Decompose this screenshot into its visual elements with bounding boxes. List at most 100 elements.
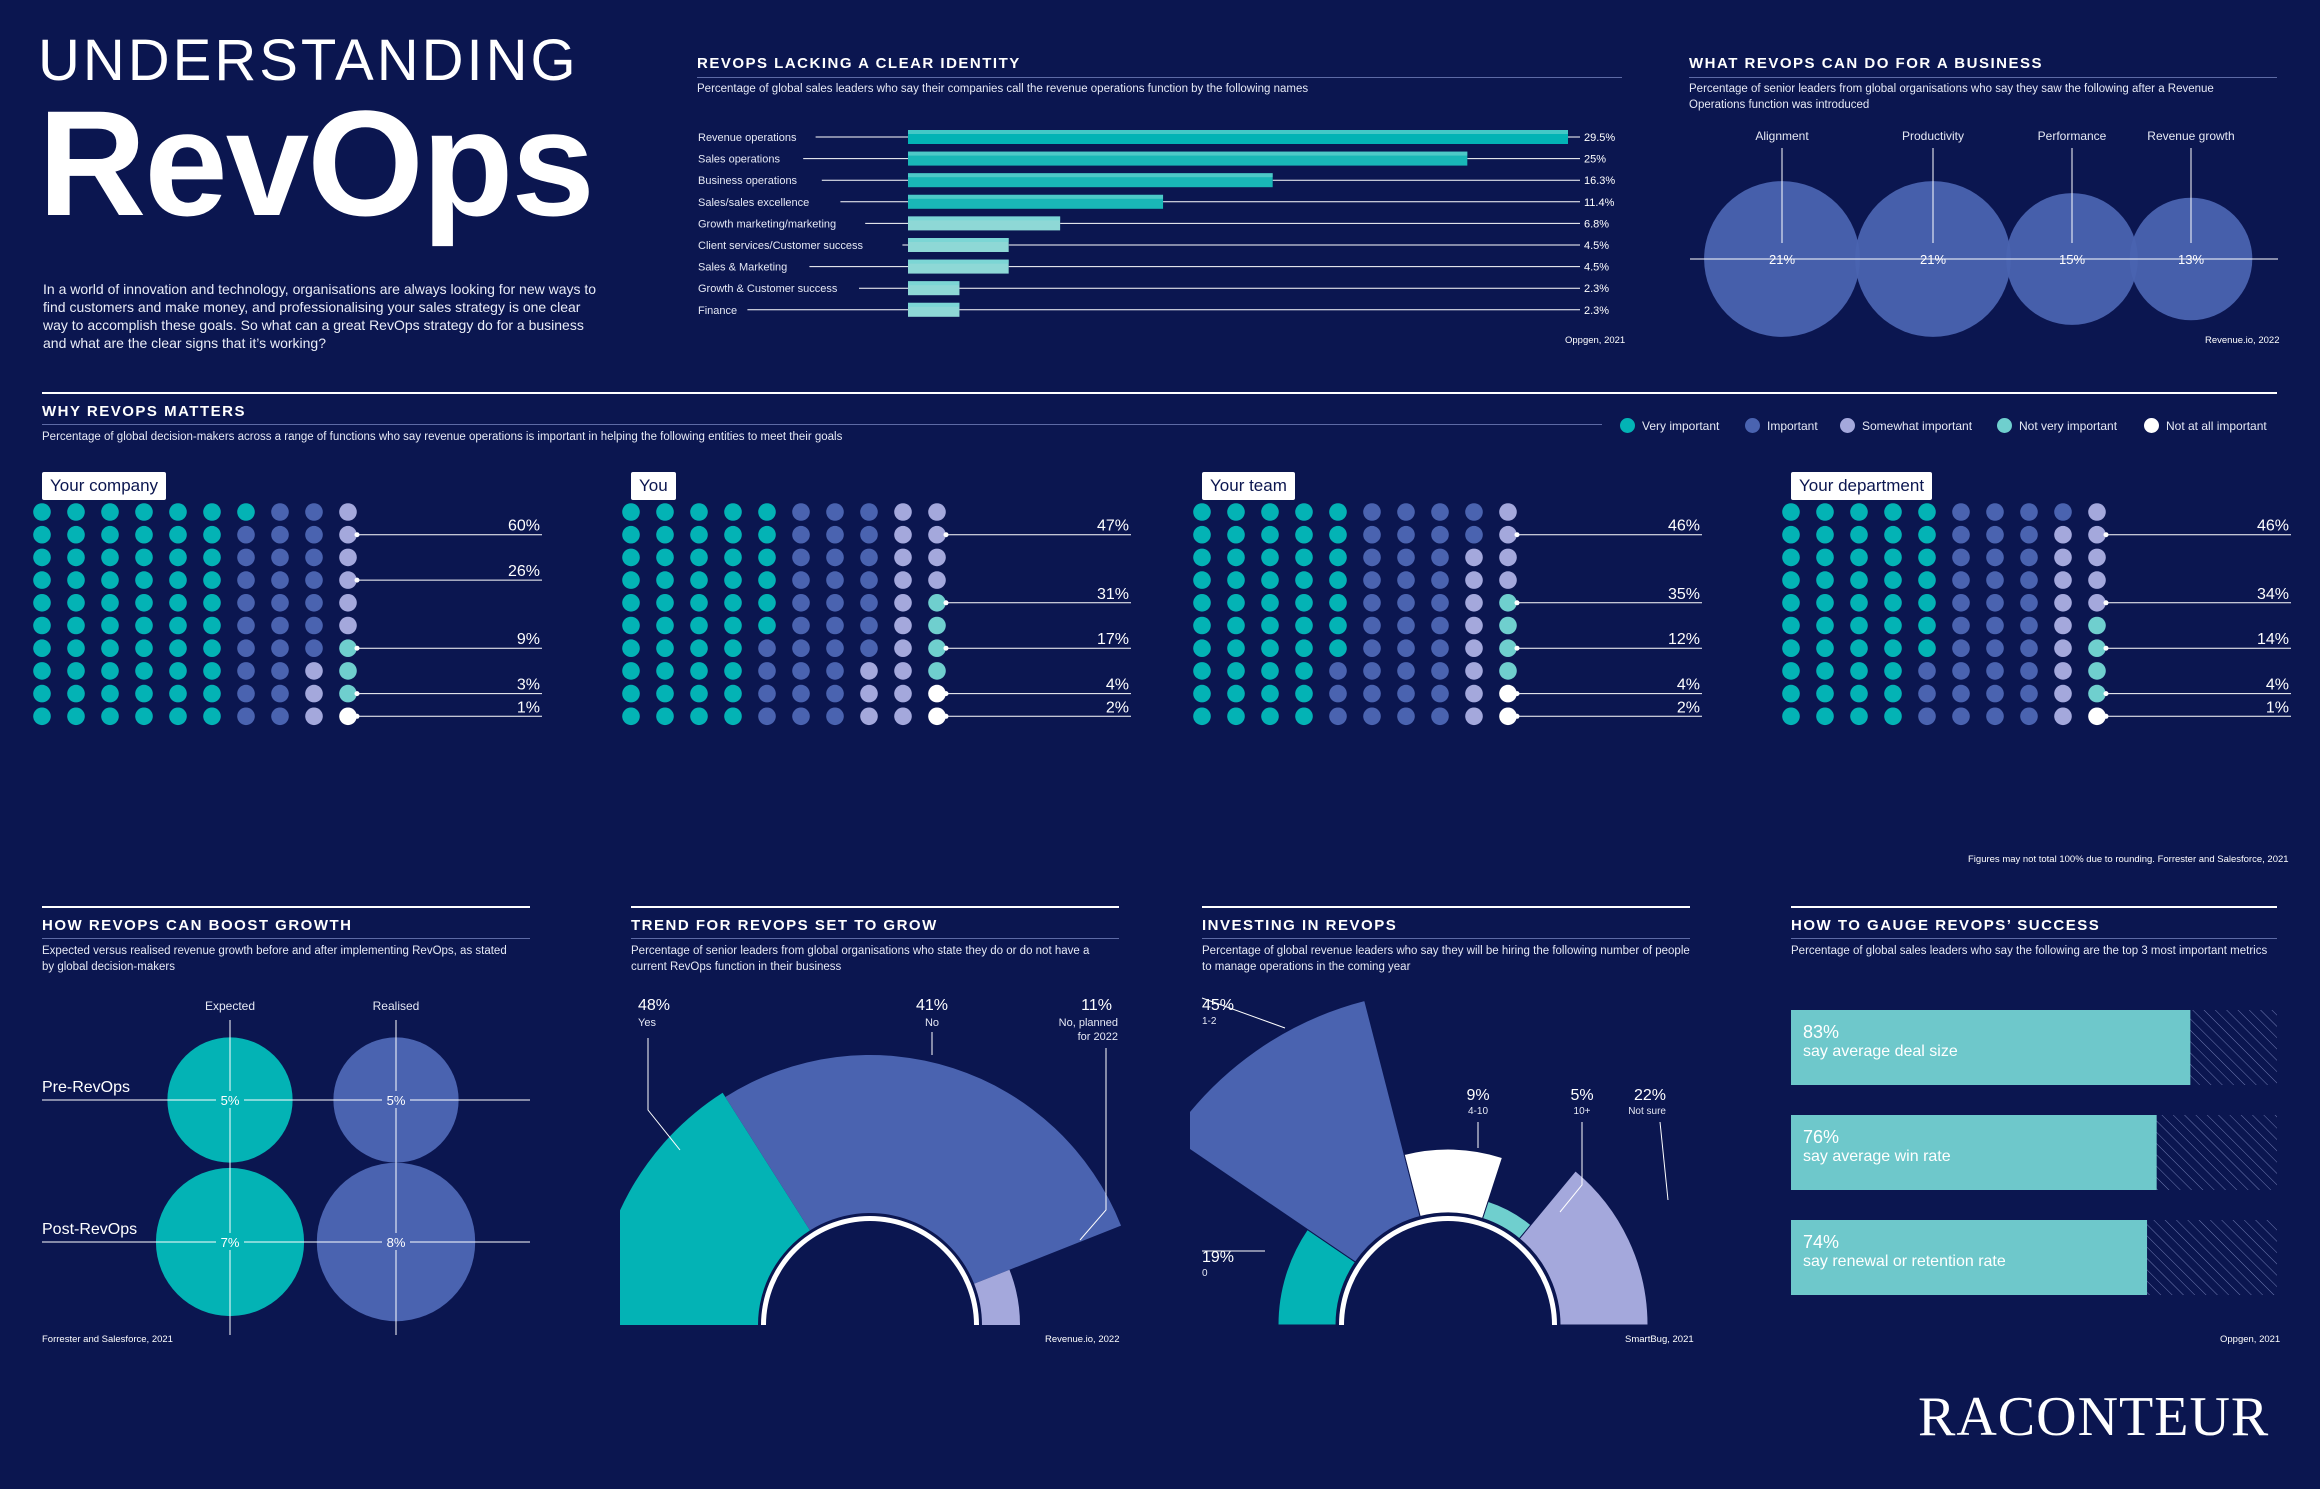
- waffle-dot: [33, 684, 51, 703]
- gauge-rule: [1791, 938, 2277, 939]
- waffle-dot: [894, 548, 912, 567]
- identity-title: REVOPS LACKING A CLEAR IDENTITY: [697, 55, 1021, 72]
- waffle-leader-dot: [2103, 691, 2109, 697]
- waffle-dot: [101, 707, 119, 726]
- gauge-value-label: 74%: [1803, 1232, 1839, 1252]
- waffle-dot: [1499, 503, 1517, 521]
- waffle-dot: [622, 525, 640, 544]
- waffle-dot: [237, 594, 255, 612]
- waffle-dot: [2054, 503, 2072, 521]
- trend-top-rule: [631, 906, 1119, 908]
- growth-row-label: Pre-RevOps: [42, 1079, 130, 1096]
- waffle-value-label: 3%: [517, 677, 540, 694]
- gauge-bar: [1791, 1115, 2157, 1190]
- waffle-leader-dot: [943, 713, 949, 719]
- waffle-dot: [1850, 525, 1868, 544]
- waffle-dot: [1850, 594, 1868, 612]
- waffle-dot: [135, 571, 153, 589]
- waffle-dot: [1329, 571, 1347, 589]
- waffle-dot: [1884, 684, 1902, 703]
- waffle-dot: [169, 616, 187, 635]
- waffle-dot: [1986, 616, 2004, 635]
- investing-category-label: Not sure: [1628, 1106, 1666, 1117]
- waffle-dot: [860, 684, 878, 703]
- waffle-dot: [305, 707, 323, 726]
- waffle-dot: [67, 616, 85, 635]
- waffle-dot: [101, 525, 119, 544]
- waffle-dot: [1363, 684, 1381, 703]
- waffle-dot: [339, 616, 357, 635]
- waffle-dot: [1295, 616, 1313, 635]
- waffle-dot: [203, 594, 221, 612]
- waffle-dot: [656, 662, 674, 680]
- waffle-dot: [1295, 503, 1313, 521]
- bar-category-label: Sales & Marketing: [698, 262, 787, 274]
- investing-rule: [1202, 938, 1690, 939]
- waffle-dot: [203, 662, 221, 680]
- waffle-value-label: 2%: [1106, 699, 1129, 716]
- waffle-dot: [860, 548, 878, 567]
- bar-value-label: 2.3%: [1584, 283, 1609, 295]
- gauge-category-label: say renewal or retention rate: [1803, 1253, 2006, 1270]
- legend-label: Not at all important: [2166, 418, 2267, 433]
- waffle-dot: [724, 548, 742, 567]
- waffle-dot: [792, 525, 810, 544]
- waffle-dot: [2088, 548, 2106, 567]
- waffle-dot: [67, 525, 85, 544]
- waffle-value-label: 17%: [1097, 631, 1129, 648]
- waffle-dot: [928, 571, 946, 589]
- growth-column-label: Expected: [205, 999, 255, 1013]
- waffle-dot: [1227, 548, 1245, 567]
- waffle-dot: [1952, 525, 1970, 544]
- waffle-dot: [203, 707, 221, 726]
- panel-label-your-company: Your company: [42, 472, 167, 500]
- investing-sector: [1190, 999, 1421, 1263]
- waffle-dot: [203, 548, 221, 567]
- gauge-bar: [1791, 1010, 2191, 1085]
- waffle-dot: [2088, 662, 2106, 680]
- legend-dot-somewhat-important: [1840, 418, 1855, 433]
- waffle-leader-dot: [354, 691, 360, 697]
- waffle-dot: [2054, 639, 2072, 657]
- growth-label-bg: [382, 1233, 410, 1250]
- waffle-dot: [101, 594, 119, 612]
- waffle-dot: [690, 616, 708, 635]
- bar-category-label: Business operations: [698, 175, 798, 187]
- waffle-dot: [1918, 684, 1936, 703]
- waffle-dot: [1816, 662, 1834, 680]
- waffle-dot: [339, 662, 357, 680]
- waffle-dot: [690, 684, 708, 703]
- waffle-dot: [1261, 503, 1279, 521]
- waffle-dot: [1227, 525, 1245, 544]
- waffle-dot: [1816, 684, 1834, 703]
- waffle-dot: [1329, 503, 1347, 521]
- waffle-dot: [169, 662, 187, 680]
- waffle-dot: [1816, 503, 1834, 521]
- waffle-dot: [305, 616, 323, 635]
- bubble-value-label: 13%: [2178, 252, 2204, 267]
- waffle-dot: [690, 594, 708, 612]
- waffle-dot: [1465, 525, 1483, 544]
- waffle-dot: [1431, 707, 1449, 726]
- bar-category-label: Growth marketing/marketing: [698, 218, 836, 230]
- waffle-dot: [758, 594, 776, 612]
- waffle-dot: [656, 548, 674, 567]
- waffle-leader-dot: [2103, 645, 2109, 651]
- waffle-dot: [622, 503, 640, 521]
- investing-source: SmartBug, 2021: [1625, 1334, 1694, 1345]
- waffle-dot: [1431, 525, 1449, 544]
- waffle-dot: [758, 662, 776, 680]
- waffle-dot: [724, 684, 742, 703]
- waffle-dot: [1431, 571, 1449, 589]
- waffle-dot: [1295, 525, 1313, 544]
- waffle-leader-dot: [1514, 713, 1520, 719]
- waffle-dot: [758, 548, 776, 567]
- waffle-dot: [622, 571, 640, 589]
- gauge-title: HOW TO GAUGE REVOPS’ SUCCESS: [1791, 917, 2101, 934]
- waffle-dot: [135, 548, 153, 567]
- waffle-dot: [894, 503, 912, 521]
- legend-not-at-all-important: Not at all important: [2144, 418, 2267, 433]
- waffle-dot: [237, 571, 255, 589]
- waffle-dot: [1884, 662, 1902, 680]
- waffle-dot: [690, 525, 708, 544]
